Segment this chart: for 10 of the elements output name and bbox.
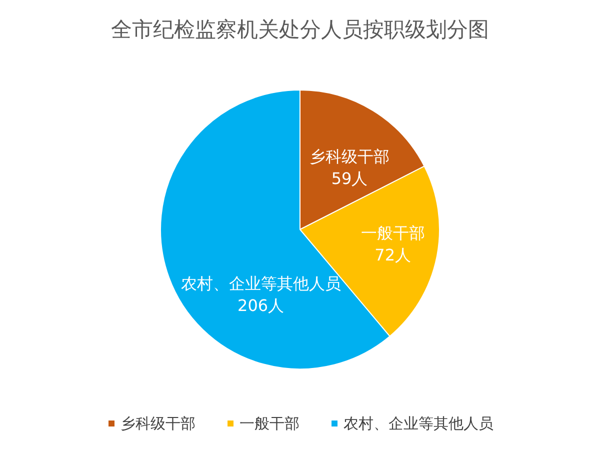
legend-label: 乡科级干部 [120, 414, 196, 432]
chart-title: 全市纪检监察机关处分人员按职级划分图 [111, 18, 489, 42]
data-label: 59人 [331, 168, 368, 188]
slice-label: 一般干部 [360, 223, 425, 242]
data-label: 72人 [374, 245, 412, 264]
legend-label: 农村、企业等其他人员 [344, 414, 494, 432]
data-label: 206人 [238, 296, 284, 315]
legend-label: 一般干部 [240, 414, 300, 432]
slice-label: 乡科级干部 [310, 146, 390, 166]
slice-label: 农村、企业等其他人员 [180, 274, 341, 293]
